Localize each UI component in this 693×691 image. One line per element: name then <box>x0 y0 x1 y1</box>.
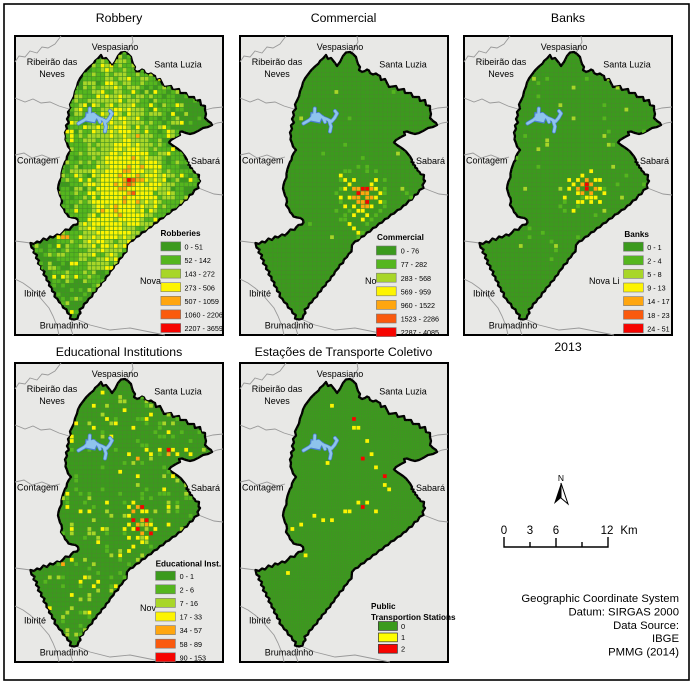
svg-text:Ibirité: Ibirité <box>24 289 46 299</box>
svg-text:Neves: Neves <box>39 396 65 406</box>
svg-text:Vespasiano: Vespasiano <box>541 42 588 52</box>
svg-text:Nova Li: Nova Li <box>589 276 620 286</box>
svg-text:24 - 51: 24 - 51 <box>647 324 669 333</box>
svg-text:Commercial: Commercial <box>377 233 424 242</box>
svg-text:Brumadinho: Brumadinho <box>40 321 89 331</box>
svg-text:Santa Luzia: Santa Luzia <box>379 60 427 70</box>
svg-text:Estações de Transporte Coletiv: Estações de Transporte Coletivo <box>255 345 433 359</box>
svg-text:Brumadinho: Brumadinho <box>40 648 89 658</box>
svg-text:Vespasiano: Vespasiano <box>317 369 364 379</box>
svg-text:Contagem: Contagem <box>242 156 284 166</box>
svg-text:960 - 1522: 960 - 1522 <box>401 301 435 310</box>
svg-text:Sabará: Sabará <box>416 483 445 493</box>
svg-text:2 - 4: 2 - 4 <box>647 256 661 265</box>
svg-text:Brumadinho: Brumadinho <box>489 321 538 331</box>
svg-text:52 - 142: 52 - 142 <box>185 256 211 265</box>
svg-text:0 - 1: 0 - 1 <box>180 572 194 581</box>
svg-text:14 - 17: 14 - 17 <box>647 297 669 306</box>
svg-text:Santa Luzia: Santa Luzia <box>154 387 202 397</box>
svg-text:0: 0 <box>401 622 405 631</box>
svg-text:Ibirité: Ibirité <box>249 289 271 299</box>
svg-text:Banks: Banks <box>551 11 585 25</box>
svg-text:0: 0 <box>501 525 507 537</box>
svg-text:143 - 272: 143 - 272 <box>185 270 215 279</box>
svg-text:90 - 153: 90 - 153 <box>180 653 206 662</box>
svg-text:Ribeirão das: Ribeirão das <box>27 384 78 394</box>
svg-text:Transportion Stations: Transportion Stations <box>371 613 456 622</box>
svg-text:1: 1 <box>401 633 405 642</box>
svg-text:Robbery: Robbery <box>96 11 143 25</box>
svg-text:Educational Institutions: Educational Institutions <box>56 345 182 359</box>
svg-text:Banks: Banks <box>624 230 649 239</box>
svg-text:273 - 506: 273 - 506 <box>185 283 215 292</box>
svg-text:Santa Luzia: Santa Luzia <box>603 60 651 70</box>
svg-text:Ibirité: Ibirité <box>473 289 495 299</box>
svg-text:Neves: Neves <box>264 69 290 79</box>
svg-text:0 - 76: 0 - 76 <box>401 247 419 256</box>
svg-text:Vespasiano: Vespasiano <box>317 42 364 52</box>
svg-text:Contagem: Contagem <box>17 156 59 166</box>
svg-text:18 - 23: 18 - 23 <box>647 311 669 320</box>
svg-text:2013: 2013 <box>554 340 582 354</box>
svg-text:Vespasiano: Vespasiano <box>92 369 139 379</box>
svg-text:2207 - 3659: 2207 - 3659 <box>185 324 223 333</box>
svg-text:507 - 1059: 507 - 1059 <box>185 297 219 306</box>
svg-text:Sabará: Sabará <box>191 156 220 166</box>
svg-text:Neves: Neves <box>264 396 290 406</box>
svg-text:No: No <box>365 276 377 286</box>
svg-text:1523 - 2286: 1523 - 2286 <box>401 315 439 324</box>
svg-text:Contagem: Contagem <box>466 156 508 166</box>
svg-text:Vespasiano: Vespasiano <box>92 42 139 52</box>
svg-text:3: 3 <box>527 525 533 537</box>
svg-text:Ibirité: Ibirité <box>24 616 46 626</box>
svg-text:Km: Km <box>620 525 637 537</box>
svg-text:Santa Luzia: Santa Luzia <box>379 387 427 397</box>
svg-text:0 - 51: 0 - 51 <box>185 243 203 252</box>
svg-text:77 - 282: 77 - 282 <box>401 260 427 269</box>
svg-text:PMMG (2014): PMMG (2014) <box>608 647 679 659</box>
svg-text:Educational Inst.: Educational Inst. <box>156 560 222 569</box>
svg-text:2: 2 <box>401 645 405 654</box>
svg-text:Geographic Coordinate System: Geographic Coordinate System <box>521 593 679 605</box>
svg-text:Public: Public <box>371 602 396 611</box>
svg-text:9 - 13: 9 - 13 <box>647 284 665 293</box>
svg-text:17 - 33: 17 - 33 <box>180 613 202 622</box>
svg-text:34 - 57: 34 - 57 <box>180 626 202 635</box>
svg-text:Neves: Neves <box>39 69 65 79</box>
svg-text:Sabará: Sabará <box>640 156 669 166</box>
svg-text:Contagem: Contagem <box>242 483 284 493</box>
svg-text:Brumadinho: Brumadinho <box>265 648 314 658</box>
svg-text:2287 - 4085: 2287 - 4085 <box>401 328 439 337</box>
svg-text:Neves: Neves <box>488 69 514 79</box>
svg-text:IBGE: IBGE <box>652 633 679 645</box>
svg-text:N: N <box>558 473 564 483</box>
svg-text:1060 - 2206: 1060 - 2206 <box>185 311 223 320</box>
svg-text:Datum: SIRGAS 2000: Datum: SIRGAS 2000 <box>568 606 679 618</box>
svg-text:12: 12 <box>601 525 614 537</box>
svg-text:58 - 89: 58 - 89 <box>180 640 202 649</box>
svg-text:Ibirité: Ibirité <box>249 616 271 626</box>
svg-text:7 - 16: 7 - 16 <box>180 599 198 608</box>
svg-text:Contagem: Contagem <box>17 483 59 493</box>
svg-text:569 - 959: 569 - 959 <box>401 287 431 296</box>
svg-text:Ribeirão das: Ribeirão das <box>252 57 303 67</box>
svg-text:Ribeirão das: Ribeirão das <box>476 57 527 67</box>
svg-text:Nova: Nova <box>140 276 161 286</box>
svg-text:Ribeirão das: Ribeirão das <box>252 384 303 394</box>
svg-text:Commercial: Commercial <box>311 11 377 25</box>
svg-text:6: 6 <box>553 525 559 537</box>
svg-text:Sabará: Sabará <box>416 156 445 166</box>
svg-text:Data Source:: Data Source: <box>613 620 679 632</box>
svg-text:Santa Luzia: Santa Luzia <box>154 60 202 70</box>
svg-text:5 - 8: 5 - 8 <box>647 270 661 279</box>
svg-text:0 - 1: 0 - 1 <box>647 243 661 252</box>
svg-text:Nov: Nov <box>140 603 157 613</box>
svg-text:Robberies: Robberies <box>161 229 201 238</box>
svg-text:2 - 6: 2 - 6 <box>180 585 194 594</box>
svg-text:Sabará: Sabará <box>191 483 220 493</box>
svg-text:Brumadinho: Brumadinho <box>265 321 314 331</box>
svg-text:Ribeirão das: Ribeirão das <box>27 57 78 67</box>
svg-text:283 - 568: 283 - 568 <box>401 274 431 283</box>
